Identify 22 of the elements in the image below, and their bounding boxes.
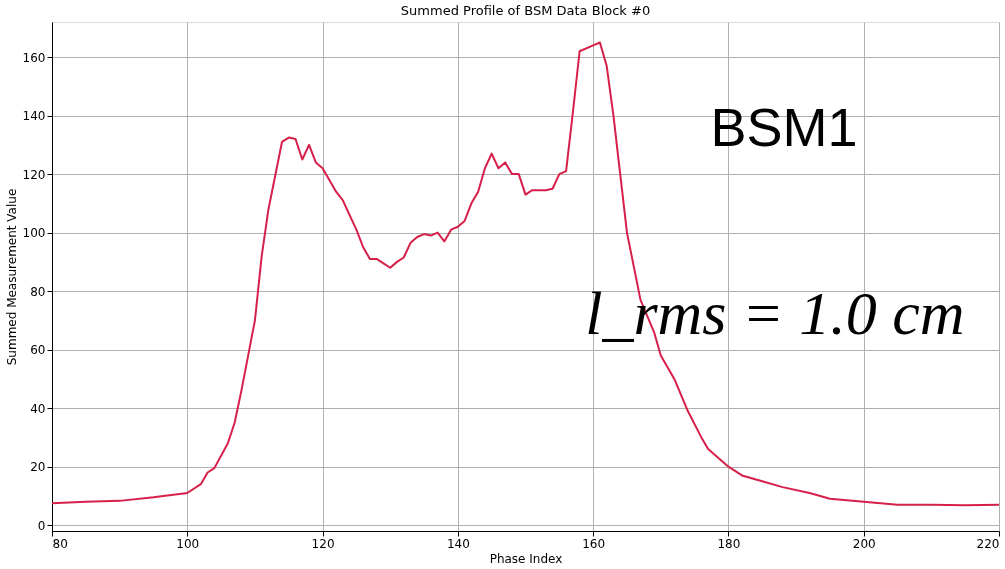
y-tick-label: 40 [30,401,46,416]
x-tick-label: 140 [446,536,470,551]
x-axis-title: Phase Index [489,551,563,566]
x-tick-label: 160 [582,536,606,551]
y-tick-label: 100 [22,226,46,241]
annotation: BSM1 [710,96,858,157]
y-tick-label: 20 [30,460,46,475]
chart-title: Summed Profile of BSM Data Block #0 [400,3,651,18]
x-tick-label: 120 [311,536,335,551]
x-tick-label: 180 [717,536,741,551]
y-axis-title: Summed Measurement Value [4,188,19,366]
line-series [52,41,999,507]
x-tick-label: 220 [976,536,1000,551]
x-tick-label: 100 [176,536,200,551]
x-tick-label: 80 [52,536,68,551]
y-tick-label: 80 [30,284,46,299]
x-tick-label: 200 [852,536,876,551]
y-tick-label: 160 [22,50,46,65]
y-tick-label: 120 [22,167,46,182]
y-tick-label: 60 [30,343,46,358]
y-tick-label: 140 [22,109,46,124]
y-tick-label: 0 [37,518,46,533]
